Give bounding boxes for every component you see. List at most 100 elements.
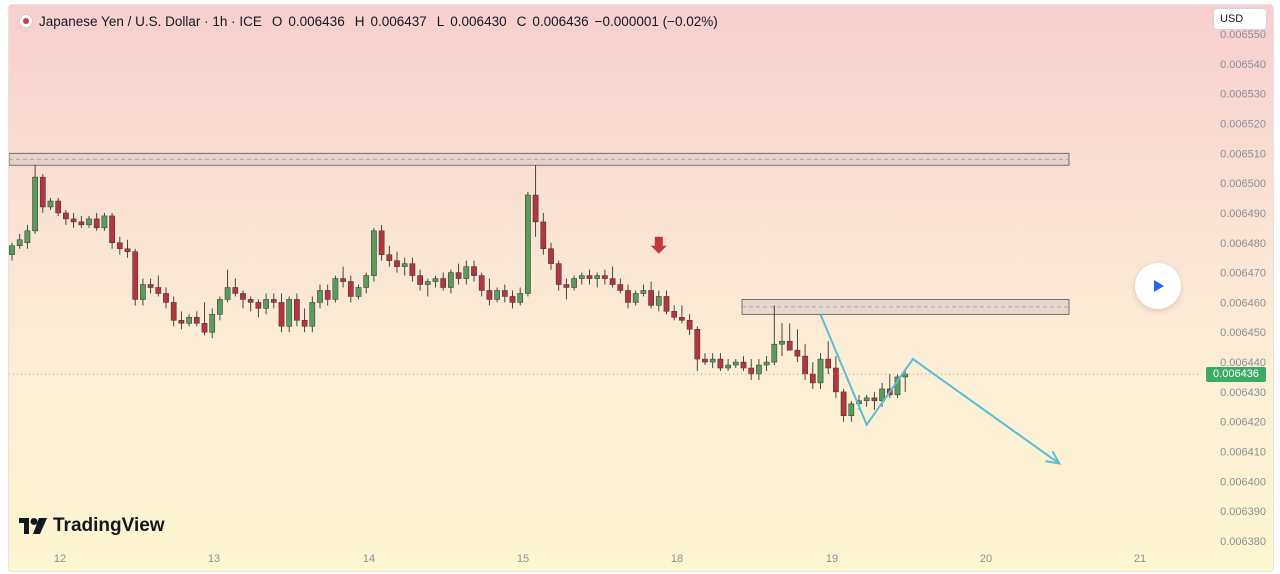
candle bbox=[93, 212, 100, 231]
candle bbox=[586, 269, 593, 285]
candle bbox=[101, 212, 108, 231]
candle bbox=[671, 305, 678, 321]
candle bbox=[39, 174, 46, 213]
candle bbox=[471, 260, 477, 282]
candle bbox=[201, 302, 208, 336]
candle-body bbox=[748, 367, 755, 375]
candle-body bbox=[448, 272, 454, 288]
candle bbox=[347, 275, 354, 303]
candle-body bbox=[501, 290, 508, 297]
candle-body bbox=[24, 230, 31, 244]
replay-play-button[interactable] bbox=[1135, 263, 1181, 309]
candle bbox=[401, 257, 408, 276]
candle-body bbox=[825, 358, 832, 369]
high-value: 0.006437 bbox=[370, 13, 427, 29]
x-tick-label: 12 bbox=[54, 553, 66, 565]
candle bbox=[224, 269, 231, 303]
candle-body bbox=[363, 275, 370, 288]
y-tick-label: 0.006390 bbox=[1220, 506, 1266, 518]
candle-body bbox=[655, 296, 662, 306]
play-icon bbox=[1154, 280, 1164, 292]
candle bbox=[278, 293, 285, 333]
candle-body bbox=[401, 263, 408, 267]
candle-body bbox=[386, 254, 393, 261]
candle-body bbox=[424, 281, 431, 285]
candle-body bbox=[32, 176, 38, 232]
candle-body bbox=[55, 200, 62, 214]
candle-body bbox=[324, 290, 331, 300]
projection-path bbox=[819, 313, 1060, 465]
candle bbox=[756, 359, 762, 380]
candle-body bbox=[863, 397, 870, 402]
candle-body bbox=[332, 278, 339, 300]
candle-body bbox=[732, 361, 739, 366]
candle-body bbox=[86, 218, 92, 226]
candle-body bbox=[63, 212, 69, 220]
candle-body bbox=[525, 194, 531, 294]
candle bbox=[740, 356, 747, 372]
candle bbox=[255, 299, 262, 318]
candle-body bbox=[763, 361, 770, 366]
down-arrow-icon bbox=[650, 236, 667, 254]
candle-body bbox=[155, 287, 162, 294]
candle bbox=[532, 165, 539, 237]
candle-body bbox=[571, 278, 577, 288]
y-tick-label: 0.006500 bbox=[1220, 178, 1266, 190]
candle bbox=[694, 326, 701, 372]
candle bbox=[786, 323, 793, 351]
price-chart[interactable]: 0.006550 0.006540 0.006530 0.006520 0.006510… bbox=[9, 5, 1273, 571]
candle-body bbox=[232, 287, 239, 294]
candle bbox=[840, 388, 847, 422]
candle bbox=[371, 227, 377, 282]
candle bbox=[178, 311, 185, 330]
candle bbox=[109, 212, 115, 249]
candle-body bbox=[540, 221, 547, 249]
candle bbox=[863, 394, 870, 407]
candle-body bbox=[16, 239, 23, 246]
currency-button[interactable]: USD bbox=[1213, 8, 1267, 30]
candle bbox=[648, 281, 654, 309]
candle-body bbox=[532, 194, 539, 223]
y-tick-label: 0.006470 bbox=[1220, 268, 1266, 280]
candle bbox=[794, 329, 801, 363]
tradingview-logo[interactable]: TradingView bbox=[19, 515, 165, 537]
y-tick-label: 0.006450 bbox=[1220, 327, 1266, 339]
resistance-zone bbox=[9, 152, 1070, 166]
candle bbox=[632, 290, 639, 306]
candle-body bbox=[201, 323, 208, 333]
y-tick-label: 0.006440 bbox=[1220, 357, 1266, 369]
candle bbox=[871, 391, 878, 410]
candle bbox=[663, 290, 670, 315]
candle bbox=[555, 260, 562, 291]
close-value: 0.006436 bbox=[532, 13, 589, 29]
candle bbox=[9, 242, 15, 261]
open-key: O bbox=[271, 13, 283, 29]
y-tick-label: 0.006430 bbox=[1220, 387, 1266, 399]
candle bbox=[432, 275, 439, 288]
candle bbox=[386, 245, 393, 267]
symbol-title[interactable]: Japanese Yen / U.S. Dollar · 1h · ICE bbox=[39, 13, 262, 29]
candle-body bbox=[209, 314, 216, 333]
y-tick-label: 0.006490 bbox=[1220, 208, 1266, 220]
candle bbox=[24, 224, 31, 249]
candle bbox=[732, 359, 739, 369]
candle-body bbox=[394, 260, 400, 267]
candle bbox=[771, 305, 778, 366]
candle bbox=[378, 224, 385, 261]
candle bbox=[209, 308, 216, 339]
candle-body bbox=[186, 317, 192, 324]
candle-body bbox=[617, 284, 624, 291]
candle-body bbox=[717, 358, 724, 369]
candle-body bbox=[840, 391, 847, 416]
candle-body bbox=[463, 266, 470, 279]
candle bbox=[309, 296, 316, 333]
candle-body bbox=[39, 176, 46, 208]
candle-body bbox=[140, 284, 146, 300]
candle-body bbox=[193, 317, 200, 324]
candle bbox=[748, 359, 755, 380]
candle bbox=[63, 209, 69, 225]
y-tick-label: 0.006530 bbox=[1220, 89, 1266, 101]
x-tick-label: 13 bbox=[208, 553, 220, 565]
candle bbox=[132, 248, 139, 306]
candle-body bbox=[432, 278, 439, 282]
